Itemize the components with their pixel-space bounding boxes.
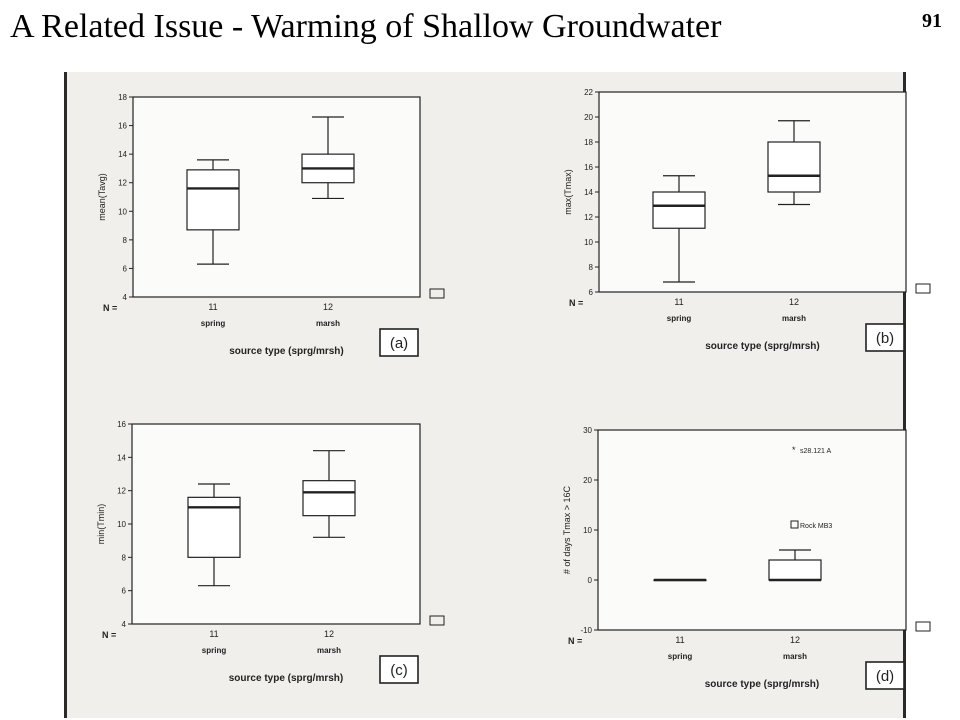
y-tick-label: 6 [589, 288, 594, 297]
panel-label-box [379, 328, 419, 357]
x-axis-label: source type (sprg/mrsh) [229, 346, 343, 357]
category-label: marsh [782, 314, 806, 323]
panel-label-box [865, 323, 905, 352]
y-axis-label: mean(Tavg) [97, 173, 107, 221]
box [768, 559, 822, 581]
x-axis-label: source type (sprg/mrsh) [705, 679, 819, 690]
y-axis-label: min(Tmin) [96, 504, 106, 545]
category-label: spring [201, 319, 226, 328]
x-axis-label: source type (sprg/mrsh) [229, 673, 343, 684]
n-label: N = [102, 630, 116, 640]
y-tick-label: 14 [117, 453, 126, 462]
y-tick-label: 8 [123, 236, 128, 245]
box [302, 480, 356, 517]
category-label: spring [668, 652, 693, 661]
y-tick-label: 10 [118, 207, 127, 216]
y-tick-label: 10 [584, 238, 593, 247]
chart-panel-1: 4 6 8 10 12 14 16 18 mean(Tavg) N = 11 spring 12 mars… [97, 93, 445, 357]
y-tick-label: 12 [117, 487, 126, 496]
category-label: marsh [316, 319, 340, 328]
panel-label-box [379, 655, 419, 684]
n-label: N = [103, 303, 117, 313]
plot-area [131, 423, 421, 625]
box [652, 191, 706, 229]
y-tick-label: 8 [589, 263, 594, 272]
y-tick-label: 10 [117, 520, 126, 529]
plot-area [597, 429, 907, 631]
panel-label: (d) [876, 668, 894, 685]
page-number: 91 [922, 10, 942, 32]
y-tick-label: 0 [588, 576, 593, 585]
panel-label: (a) [390, 335, 408, 352]
outlier-point: * [792, 445, 796, 455]
y-tick-label: -10 [580, 626, 592, 635]
legend-marker [429, 288, 445, 299]
x-axis-label: source type (sprg/mrsh) [705, 341, 819, 352]
legend-marker [915, 283, 931, 294]
count-label: 12 [789, 297, 799, 307]
y-tick-label: 16 [118, 122, 127, 131]
y-tick-label: 14 [584, 188, 593, 197]
y-tick-label: 16 [584, 163, 593, 172]
y-tick-label: 6 [123, 264, 128, 273]
plot-area [598, 91, 907, 293]
y-tick-label: 6 [122, 587, 127, 596]
y-tick-label: 22 [584, 88, 593, 97]
chart-panel-4: -10 0 10 20 30 # of days Tmax > 16C N = 11 sprin… [562, 426, 931, 690]
category-label: spring [202, 646, 227, 655]
panel-label: (b) [876, 330, 894, 347]
chart-panel-2: 6 8 10 12 14 16 18 20 22 max(Tmax) N = 11 spring 12 ma… [563, 88, 931, 352]
y-tick-label: 16 [117, 420, 126, 429]
y-tick-label: 20 [584, 113, 593, 122]
y-tick-label: 18 [584, 138, 593, 147]
outlier-label: s28.121 A [800, 448, 831, 455]
y-tick-label: 12 [118, 179, 127, 188]
panel-label-box [865, 661, 905, 690]
box [767, 141, 821, 193]
y-tick-label: 10 [583, 526, 592, 535]
n-label: N = [569, 298, 583, 308]
y-axis-label: max(Tmax) [563, 169, 573, 215]
panel-label: (c) [390, 662, 408, 679]
count-label: 12 [323, 302, 333, 312]
y-tick-label: 8 [122, 553, 127, 562]
slide-title: A Related Issue - Warming of Shallow Gro… [10, 8, 722, 45]
legend-marker [429, 615, 445, 626]
y-axis-label: # of days Tmax > 16C [562, 485, 572, 574]
plot-area [132, 96, 421, 298]
category-label: marsh [317, 646, 341, 655]
count-label: 11 [675, 635, 684, 645]
count-label: 12 [790, 635, 800, 645]
category-label: spring [667, 314, 692, 323]
box [186, 169, 240, 231]
outlier-point [790, 520, 799, 529]
chart-panel-3: 4 6 8 10 12 14 16 min(Tmin) N = 11 spring 12 marsh so… [96, 420, 445, 684]
count-label: 11 [674, 297, 683, 307]
y-tick-label: 12 [584, 213, 593, 222]
y-tick-label: 18 [118, 93, 127, 102]
y-tick-label: 14 [118, 150, 127, 159]
y-tick-label: 20 [583, 476, 592, 485]
count-label: 11 [209, 629, 218, 639]
category-label: marsh [783, 652, 807, 661]
count-label: 11 [208, 302, 217, 312]
n-label: N = [568, 636, 582, 646]
y-tick-label: 4 [122, 620, 127, 629]
y-tick-label: 30 [583, 426, 592, 435]
count-label: 12 [324, 629, 334, 639]
outlier-label: Rock MB3 [800, 523, 832, 530]
y-tick-label: 4 [123, 293, 128, 302]
legend-marker [915, 621, 931, 632]
